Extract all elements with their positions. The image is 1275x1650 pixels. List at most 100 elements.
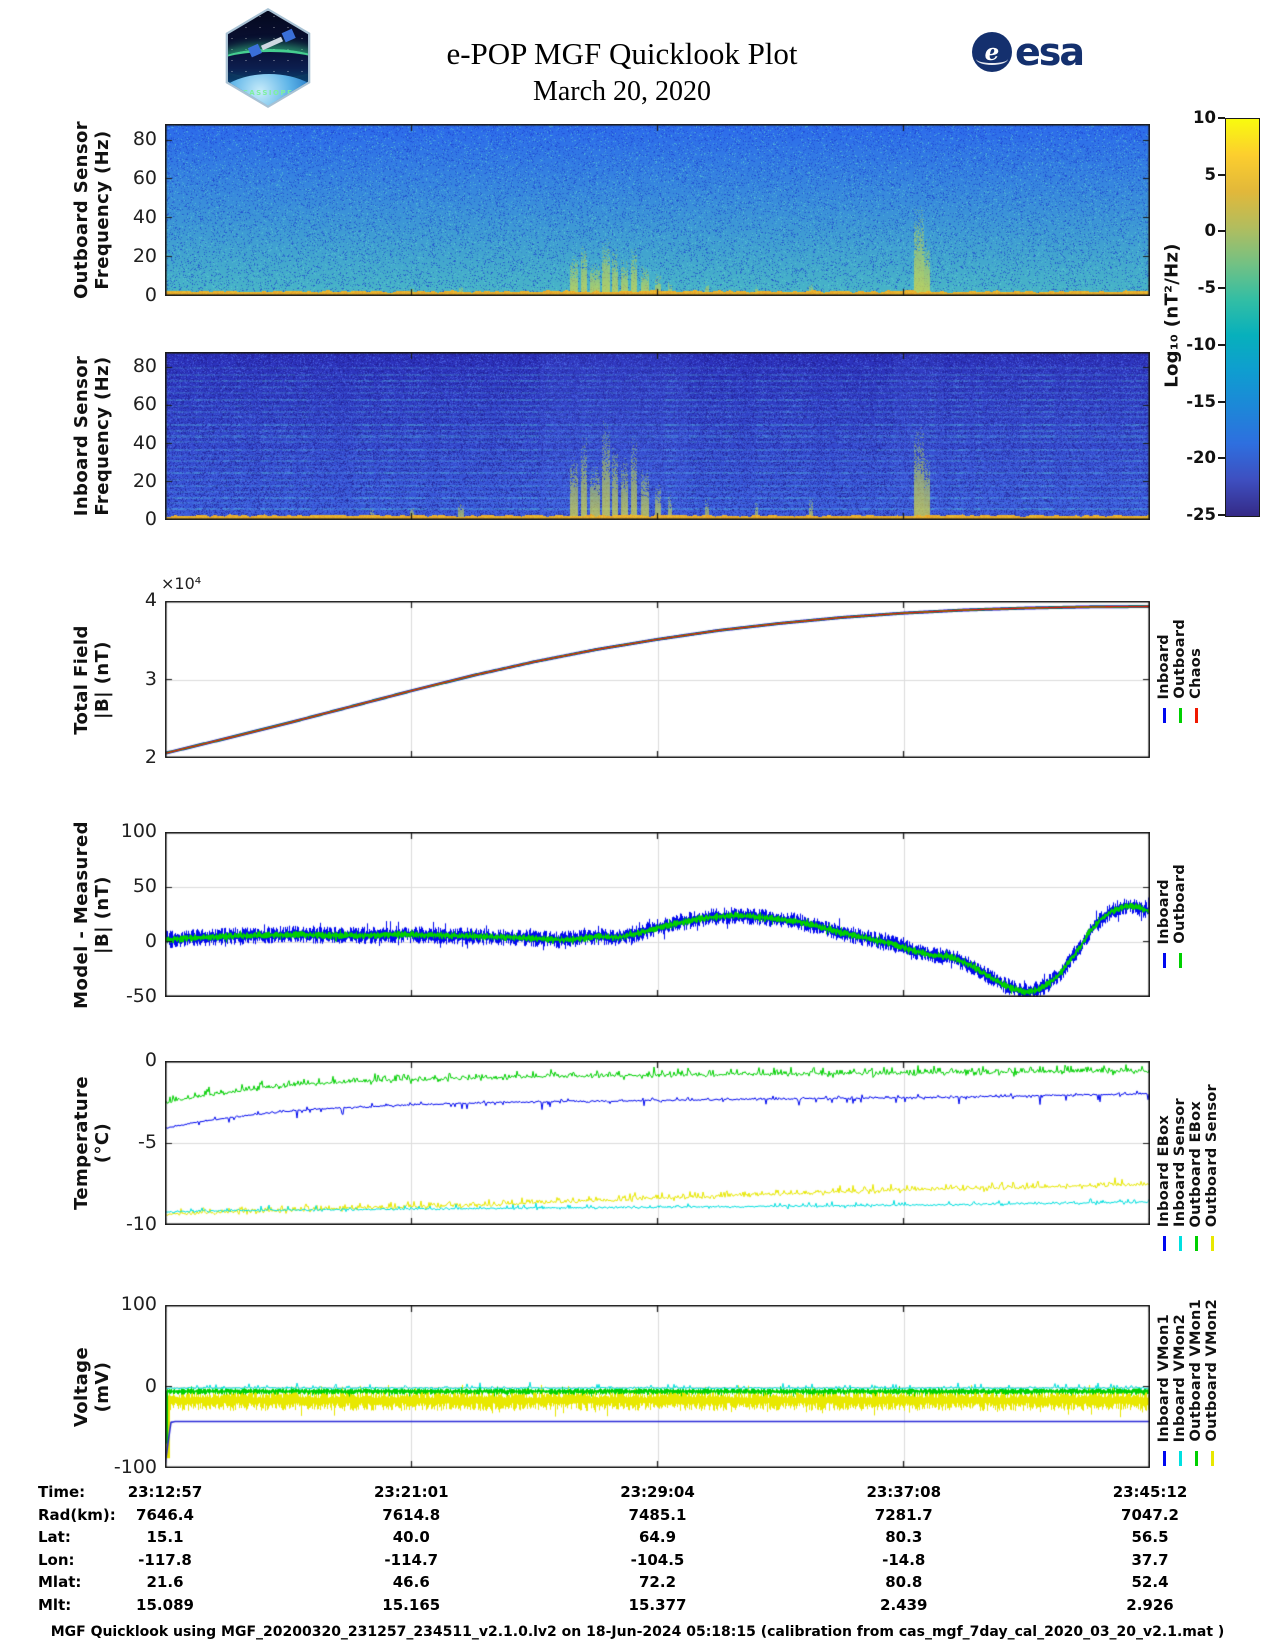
- table-cell: 15.1: [146, 1528, 184, 1546]
- cassiope-logo: CASSIOPE: [222, 8, 314, 108]
- table-cell: 23:29:04: [620, 1483, 695, 1501]
- legend-label: Chaos: [1188, 648, 1204, 699]
- table-row-label-radkm: Rad(km):: [38, 1505, 116, 1524]
- legend-label: Inboard: [1156, 878, 1172, 944]
- colorbar-tickmark: [1218, 457, 1225, 460]
- table-cell: 7485.1: [628, 1505, 687, 1524]
- colorbar-tick--15: -15: [1186, 391, 1216, 411]
- table-cell: -117.8: [138, 1550, 192, 1569]
- table-cell: 80.8: [885, 1573, 923, 1591]
- colorbar-tick-5: 5: [1204, 164, 1216, 184]
- table-row-label-lon: Lon:: [38, 1550, 75, 1569]
- voltage-ytick-100: 100: [120, 1293, 157, 1315]
- model-measured-legend: Inboard Outboard: [1156, 864, 1188, 968]
- model-measured-ytick-0: 0: [144, 930, 157, 952]
- outboard-spectrogram-ytick-60: 60: [132, 166, 157, 189]
- legend-label: Inboard VMon1: [1156, 1313, 1172, 1442]
- footer-text: MGF Quicklook using MGF_20200320_231257_…: [50, 1624, 1225, 1640]
- total-field-legend: Inboard Outboard Chaos: [1156, 619, 1204, 723]
- table-cell: 7047.2: [1121, 1505, 1179, 1524]
- total-field-ytick-3: 3: [144, 667, 157, 690]
- outboard-spectrogram-canvas: [165, 124, 1150, 296]
- voltage-legend: Inboard VMon1 Inboard VMon2 Outboard VMon1…: [1156, 1299, 1220, 1466]
- inboard-spectrogram-ytick-0: 0: [144, 508, 157, 530]
- table-cell: 23:21:01: [373, 1483, 449, 1501]
- colorbar-tickmark: [1218, 343, 1225, 346]
- table-cell: 15.377: [628, 1595, 687, 1614]
- colorbar-tickmark: [1218, 400, 1225, 403]
- legend-label: Inboard: [1156, 633, 1172, 699]
- legend-swatch: [1162, 1236, 1166, 1251]
- total-field-exponent-label: ×10⁴: [161, 574, 202, 593]
- table-row-label-mlat: Mlat:: [38, 1573, 82, 1591]
- total-field-ytick-4: 4: [144, 589, 157, 611]
- outboard-spectrogram-ytick-80: 80: [132, 127, 157, 150]
- colorbar-tickmark: [1218, 287, 1225, 290]
- table-cell: 2.926: [1126, 1595, 1174, 1614]
- table-cell: 15.165: [382, 1595, 441, 1614]
- legend-label: Outboard VMon2: [1204, 1299, 1220, 1442]
- table-cell: 23:12:57: [127, 1483, 203, 1501]
- colorbar-tick--10: -10: [1186, 334, 1216, 354]
- table-cell: 52.4: [1131, 1573, 1169, 1591]
- legend-label: Outboard: [1172, 619, 1188, 699]
- colorbar-tick--20: -20: [1186, 448, 1216, 468]
- colorbar-tickmark: [1218, 514, 1225, 516]
- legend-swatch: [1178, 953, 1182, 968]
- total-field-canvas: [165, 601, 1150, 758]
- model-measured-ytick--50: -50: [125, 985, 157, 1007]
- model-measured-ytick-50: 50: [132, 875, 157, 897]
- temperature-canvas: [165, 1061, 1150, 1225]
- colorbar-tick--5: -5: [1197, 278, 1216, 298]
- table-cell: 72.2: [638, 1573, 677, 1591]
- legend-label: Inboard VMon2: [1172, 1313, 1188, 1442]
- outboard-spectrogram-ytick-40: 40: [132, 205, 157, 228]
- cassiope-label: CASSIOPE: [242, 88, 294, 97]
- table-cell: 56.5: [1131, 1528, 1169, 1546]
- colorbar-label: Log₁₀ (nT²/Hz): [1161, 242, 1183, 388]
- temperature-ytick--5: -5: [138, 1131, 157, 1153]
- table-cell: 80.3: [885, 1528, 923, 1546]
- legend-swatch: [1178, 708, 1182, 723]
- legend-label: Outboard Sensor: [1204, 1083, 1220, 1227]
- legend-swatch: [1210, 1236, 1214, 1251]
- total-field-ytick-2: 2: [144, 746, 157, 768]
- legend-label: Outboard EBox: [1188, 1100, 1204, 1227]
- colorbar-tickmark: [1218, 230, 1225, 233]
- table-cell: 23:37:08: [866, 1483, 942, 1501]
- voltage-canvas: [165, 1305, 1150, 1468]
- voltage-ytick--100: -100: [113, 1456, 157, 1478]
- table-cell: 40.0: [392, 1528, 430, 1546]
- temperature-ytick-0: 0: [144, 1049, 157, 1071]
- outboard-spectrogram-ytick-20: 20: [132, 244, 157, 267]
- table-row-label-mlt: Mlt:: [38, 1595, 72, 1614]
- legend-swatch: [1194, 1451, 1198, 1466]
- table-cell: -114.7: [384, 1550, 439, 1569]
- model-measured-canvas: [165, 832, 1150, 997]
- esa-globe-icon: e: [972, 32, 1012, 72]
- table-cell: 21.6: [146, 1573, 184, 1591]
- page-subtitle: March 20, 2020: [532, 76, 712, 107]
- legend-label: Inboard Sensor: [1172, 1098, 1188, 1227]
- legend-swatch: [1194, 1236, 1198, 1251]
- outboard-spectrogram-ytick-0: 0: [144, 284, 157, 306]
- legend-swatch: [1178, 1451, 1182, 1466]
- table-cell: 23:45:12: [1112, 1483, 1188, 1501]
- inboard-spectrogram-ytick-40: 40: [132, 431, 157, 454]
- colorbar-tick-10: 10: [1193, 108, 1216, 127]
- table-cell: -14.8: [882, 1550, 926, 1569]
- inboard-spectrogram-canvas: [165, 352, 1150, 520]
- model-measured-ytick-100: 100: [120, 820, 157, 842]
- colorbar-tick--25: -25: [1186, 505, 1216, 524]
- legend-swatch: [1178, 1236, 1182, 1251]
- table-row-label-time: Time:: [38, 1483, 86, 1501]
- legend-swatch: [1210, 1451, 1214, 1466]
- esa-logo: e esa: [972, 30, 1085, 74]
- table-cell: 15.089: [136, 1595, 194, 1614]
- colorbar-tickmark: [1218, 117, 1225, 119]
- temperature-ytick--10: -10: [125, 1213, 157, 1235]
- table-cell: 2.439: [880, 1595, 928, 1614]
- inboard-spectrogram-ytick-80: 80: [132, 355, 157, 378]
- temperature-legend: Inboard EBox Inboard Sensor Outboard EBox O…: [1156, 1084, 1220, 1251]
